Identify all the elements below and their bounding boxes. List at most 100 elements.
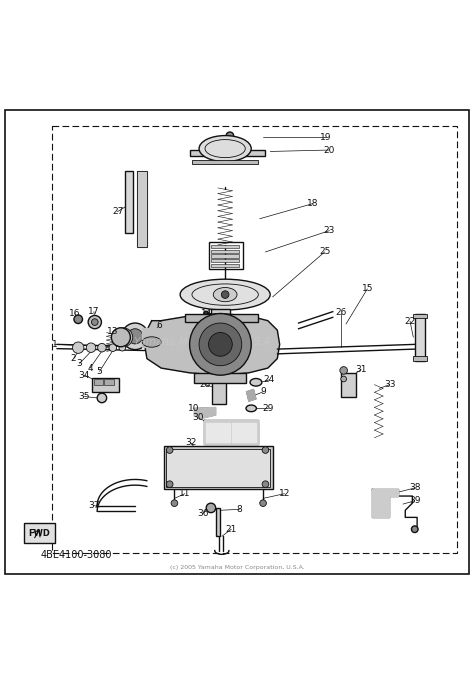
Text: 14: 14	[201, 309, 212, 318]
Circle shape	[262, 481, 269, 488]
Text: 34: 34	[79, 371, 90, 380]
Polygon shape	[204, 420, 258, 444]
Circle shape	[411, 526, 418, 533]
Ellipse shape	[250, 378, 262, 386]
Bar	[92, 378, 118, 392]
Text: 4BE4100-3080: 4BE4100-3080	[40, 551, 112, 560]
Circle shape	[74, 315, 82, 324]
Circle shape	[88, 315, 101, 329]
Text: 20: 20	[324, 146, 335, 155]
Circle shape	[109, 344, 117, 352]
Circle shape	[260, 500, 266, 506]
Bar	[211, 259, 239, 263]
Text: 24: 24	[264, 376, 275, 384]
Text: 32: 32	[185, 438, 196, 447]
Text: 3: 3	[77, 359, 82, 368]
Polygon shape	[145, 313, 280, 376]
Circle shape	[97, 393, 107, 403]
Text: 26: 26	[336, 308, 347, 317]
Bar	[211, 254, 239, 258]
Bar	[52, 127, 457, 553]
Ellipse shape	[246, 405, 256, 412]
Bar	[125, 172, 133, 233]
Text: 27: 27	[112, 207, 123, 216]
Circle shape	[204, 311, 209, 316]
Text: 23: 23	[324, 226, 335, 235]
Circle shape	[111, 328, 130, 347]
Circle shape	[122, 323, 148, 350]
Circle shape	[221, 291, 229, 298]
Circle shape	[98, 343, 106, 352]
Text: 17: 17	[88, 307, 100, 316]
Text: 37: 37	[88, 501, 100, 510]
Polygon shape	[246, 389, 256, 402]
Circle shape	[262, 447, 269, 453]
Circle shape	[341, 376, 346, 382]
Polygon shape	[232, 423, 256, 442]
Polygon shape	[137, 172, 147, 247]
Bar	[166, 449, 270, 486]
Text: 39: 39	[409, 497, 420, 505]
Bar	[190, 150, 265, 156]
Polygon shape	[194, 408, 216, 418]
Text: 9: 9	[260, 387, 266, 396]
Bar	[212, 373, 226, 404]
Text: 25: 25	[319, 248, 330, 256]
Text: 35: 35	[79, 392, 90, 401]
Text: 16: 16	[69, 309, 81, 318]
Text: 38: 38	[409, 484, 420, 492]
Polygon shape	[142, 328, 164, 347]
Circle shape	[114, 328, 133, 347]
Ellipse shape	[199, 135, 251, 161]
Text: 2: 2	[71, 354, 76, 363]
Circle shape	[199, 323, 242, 366]
Text: 8: 8	[237, 505, 242, 514]
Polygon shape	[206, 423, 230, 442]
Text: 30: 30	[192, 413, 204, 422]
Text: 1: 1	[52, 340, 57, 349]
Bar	[24, 523, 55, 543]
Text: 19: 19	[320, 133, 332, 142]
Text: 28: 28	[199, 380, 210, 389]
Text: 12: 12	[279, 489, 290, 498]
Polygon shape	[372, 489, 398, 517]
Ellipse shape	[180, 279, 270, 310]
Bar	[209, 242, 243, 269]
Circle shape	[209, 332, 232, 356]
Bar	[211, 308, 230, 337]
Text: 11: 11	[179, 489, 191, 498]
Circle shape	[86, 343, 96, 352]
Circle shape	[226, 132, 234, 140]
Bar	[104, 379, 114, 384]
Text: 4: 4	[87, 364, 93, 373]
Bar	[413, 313, 427, 318]
Bar	[211, 250, 239, 253]
Text: 7: 7	[206, 313, 211, 322]
Text: FWD: FWD	[28, 529, 50, 538]
Circle shape	[206, 503, 216, 512]
Text: 29: 29	[262, 404, 273, 413]
Text: 31: 31	[356, 365, 367, 374]
Text: Yamaha Motor Corp, U.S.A.: Yamaha Motor Corp, U.S.A.	[134, 337, 274, 347]
Bar	[216, 508, 220, 536]
Circle shape	[119, 344, 126, 351]
Circle shape	[166, 447, 173, 453]
Text: 15: 15	[362, 285, 373, 293]
Ellipse shape	[142, 337, 161, 347]
Text: 5: 5	[97, 367, 102, 376]
Text: (c) 2005 Yamaha Motor Corporation, U.S.A.: (c) 2005 Yamaha Motor Corporation, U.S.A…	[170, 565, 304, 570]
Bar	[211, 245, 239, 248]
Bar	[194, 373, 246, 383]
Text: 22: 22	[404, 317, 416, 326]
Circle shape	[128, 329, 143, 344]
Circle shape	[91, 319, 98, 326]
Bar	[203, 318, 210, 326]
Bar	[413, 356, 427, 361]
Text: 10: 10	[188, 404, 199, 413]
Bar	[94, 379, 103, 384]
Circle shape	[340, 367, 347, 374]
Circle shape	[190, 313, 251, 376]
Ellipse shape	[213, 287, 237, 302]
Bar	[211, 264, 239, 267]
Text: 21: 21	[226, 525, 237, 534]
